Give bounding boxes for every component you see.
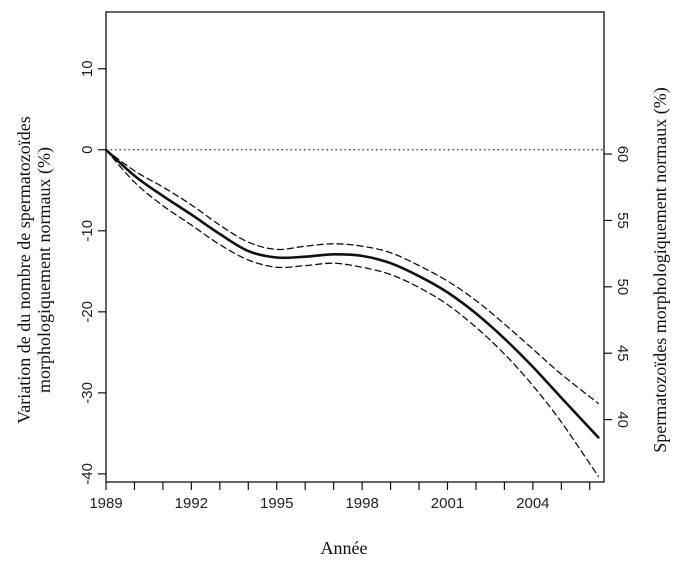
x-axis-title: Année: [321, 538, 368, 558]
y-right-tick-label: 55: [614, 212, 631, 229]
y-axis-left-ticks: 10 0 -10 -20 -30 -40: [79, 60, 106, 485]
y-axis-left-title-line1: Variation de du nombre de spermatozoïdes: [14, 116, 34, 423]
x-tick-label: 2004: [516, 495, 549, 512]
y-left-tick-label: -40: [79, 463, 96, 485]
x-tick-label: 1989: [89, 495, 122, 512]
y-axis-left-title-line2: morphologiquement normaux (%): [34, 147, 55, 393]
y-right-tick-label: 50: [614, 278, 631, 295]
confidence-band-line-1: [105, 149, 599, 405]
y-axis-right-ticks: 60 55 50 45 40: [604, 146, 631, 428]
x-tick-label: 1995: [260, 495, 293, 512]
y-left-tick-label: -20: [79, 301, 96, 323]
y-left-tick-label: -10: [79, 220, 96, 242]
trend-line: [104, 148, 600, 439]
x-tick-label: 1998: [345, 495, 378, 512]
y-right-tick-label: 60: [614, 146, 631, 163]
y-right-tick-label: 40: [614, 411, 631, 428]
plot-frame: [105, 11, 605, 483]
y-right-tick-label: 45: [614, 345, 631, 362]
y-left-tick-label: 0: [79, 146, 96, 154]
y-axis-left-title: Variation de du nombre de spermatozoïdes…: [14, 116, 55, 423]
x-tick-label: 2001: [431, 495, 464, 512]
x-axis-ticks: 1989 1992 1995 1998 2001 2004: [89, 482, 591, 512]
x-tick-label: 1992: [175, 495, 208, 512]
y-left-tick-label: -30: [79, 382, 96, 404]
series-layer: [104, 148, 600, 477]
y-left-tick-label: 10: [79, 60, 96, 77]
confidence-band-line-2: [105, 149, 599, 477]
y-axis-right-title: Spermatozoïdes morphologiquement normaux…: [650, 87, 671, 452]
